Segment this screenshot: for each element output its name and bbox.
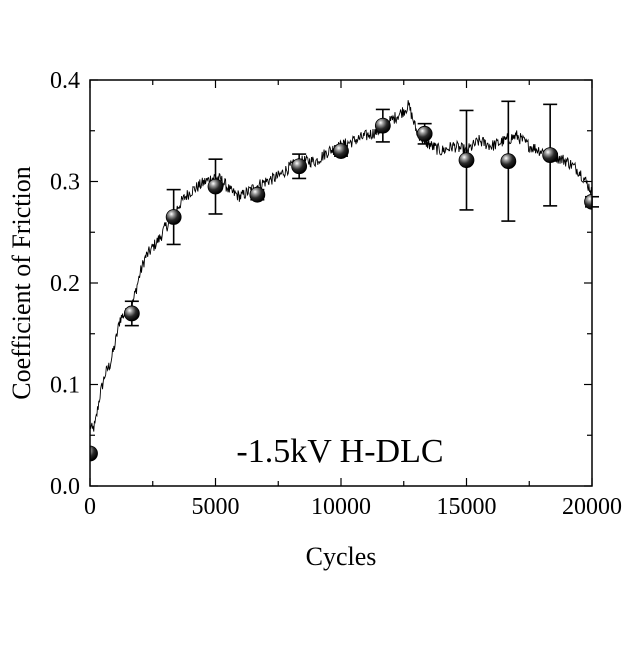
data-point-marker <box>375 118 390 133</box>
y-tick-label: 0.4 <box>50 68 80 94</box>
data-point-marker <box>292 159 307 174</box>
x-axis-title: Cycles <box>306 542 377 571</box>
data-point-marker <box>417 126 432 141</box>
y-tick-label: 0.3 <box>50 170 80 196</box>
y-tick-label: 0.0 <box>50 474 80 500</box>
x-tick-label: 20000 <box>562 494 622 520</box>
data-point-marker <box>208 179 223 194</box>
data-point-marker <box>543 148 558 163</box>
y-tick-label: 0.2 <box>50 271 80 297</box>
y-tick-label: 0.1 <box>50 373 80 399</box>
data-point-marker <box>334 144 349 159</box>
y-axis-title: Coefficient of Friction <box>7 166 36 399</box>
data-point-marker <box>166 210 181 225</box>
data-point-marker <box>124 306 139 321</box>
friction-chart: 0 5000 10000 15000 20000 0.0 0.1 0.2 0.3 0.4 -1.5… <box>0 0 640 640</box>
x-tick-label: 5000 <box>192 494 240 520</box>
data-point-marker <box>459 153 474 168</box>
x-tick-label: 15000 <box>437 494 497 520</box>
x-tick-label: 10000 <box>311 494 371 520</box>
chart-container: 0 5000 10000 15000 20000 0.0 0.1 0.2 0.3 0.4 -1.5… <box>0 0 640 640</box>
x-tick-label: 0 <box>84 494 96 520</box>
annotation-label: -1.5kV H-DLC <box>236 433 443 470</box>
data-point-marker <box>501 154 516 169</box>
plot-frame <box>90 80 592 486</box>
data-point-marker <box>250 187 265 202</box>
plot-area <box>83 100 600 461</box>
